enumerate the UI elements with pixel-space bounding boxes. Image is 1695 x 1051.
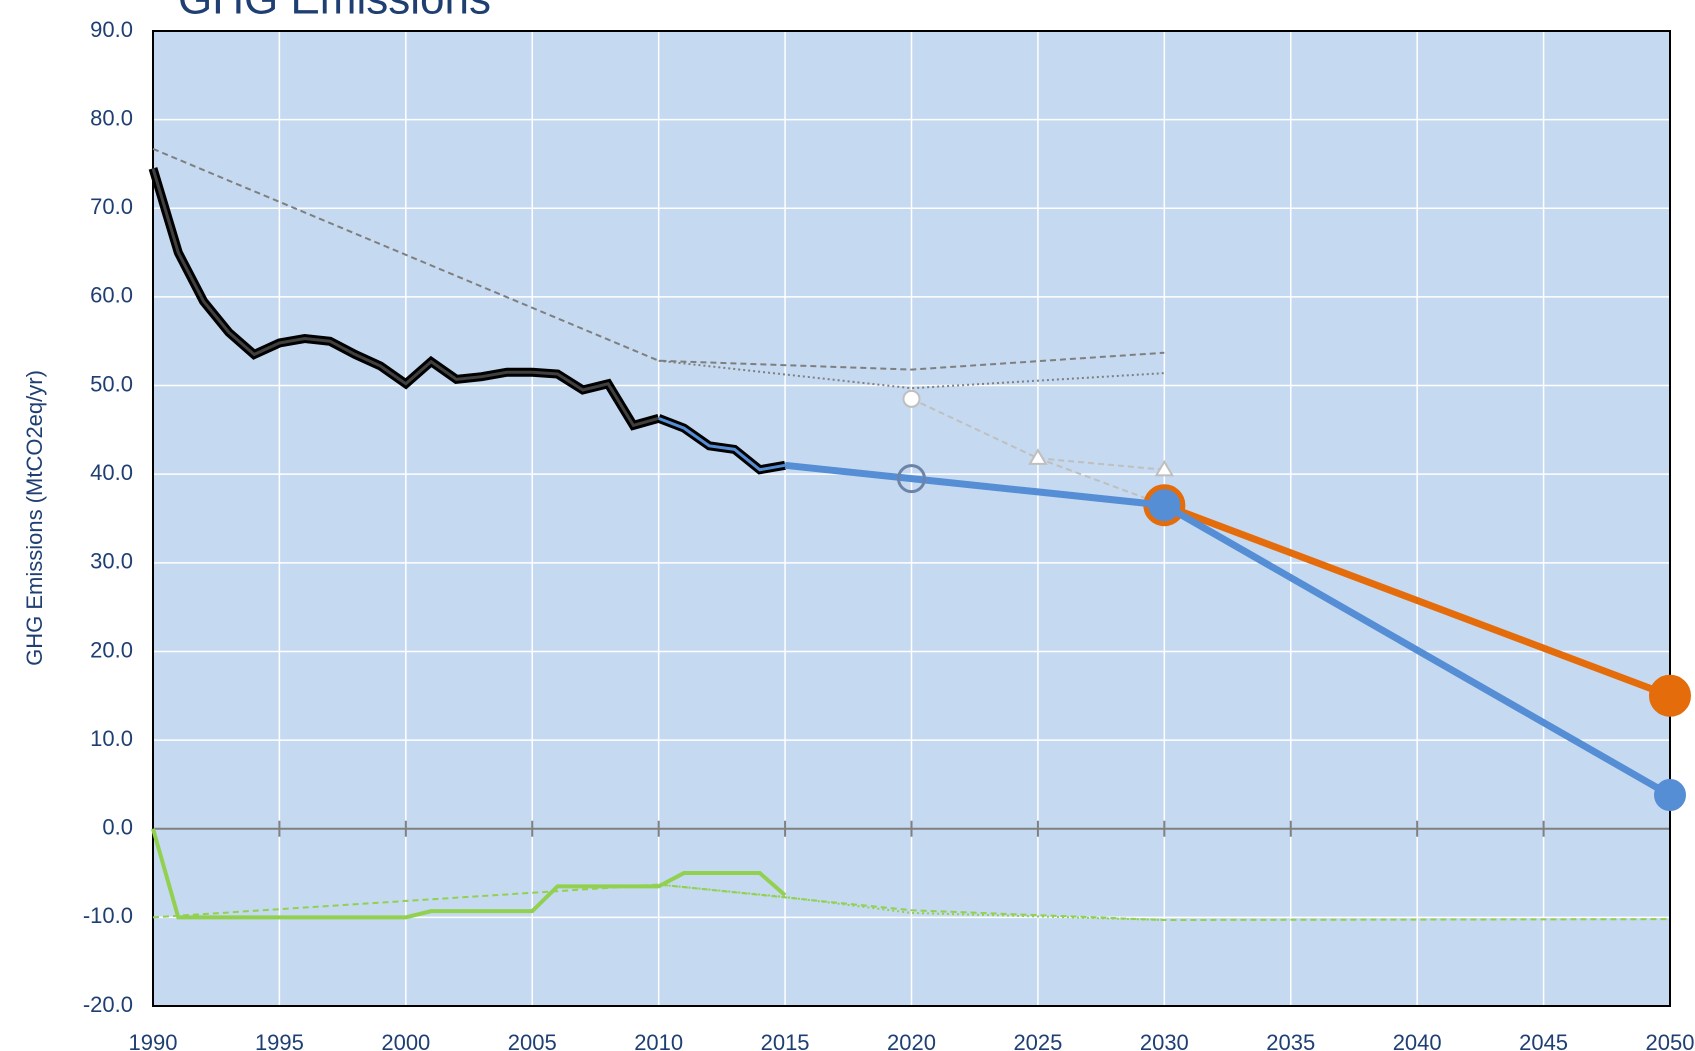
y-tick-label: 20.0 <box>90 637 133 662</box>
line <box>1163 501 1672 700</box>
line <box>152 883 1671 922</box>
y-tick-label: 60.0 <box>90 283 133 308</box>
y-tick-label: 30.0 <box>90 549 133 574</box>
x-tick-label: 2005 <box>508 1030 557 1051</box>
line <box>911 397 1165 471</box>
line <box>784 461 1672 799</box>
marker <box>1148 489 1181 522</box>
y-tick-label: -20.0 <box>83 992 133 1017</box>
x-tick-label: 2040 <box>1393 1030 1442 1051</box>
marker <box>897 464 926 494</box>
x-tick-label: 2000 <box>381 1030 430 1051</box>
y-tick-label: -10.0 <box>83 903 133 928</box>
x-tick-label: 2030 <box>1140 1030 1189 1051</box>
y-tick-label: 50.0 <box>90 371 133 396</box>
line <box>658 883 1165 922</box>
plot-border <box>152 30 1671 1007</box>
x-tick-label: 2015 <box>761 1030 810 1051</box>
y-tick-label: 90.0 <box>90 17 133 42</box>
marker <box>1154 459 1175 477</box>
marker <box>1654 779 1686 812</box>
marker <box>1649 674 1691 717</box>
marker <box>1028 448 1048 465</box>
y-tick-label: 0.0 <box>102 815 133 840</box>
line <box>152 147 1165 371</box>
x-tick-label: 2045 <box>1519 1030 1568 1051</box>
x-tick-label: 2010 <box>634 1030 683 1051</box>
x-tick-label: 1995 <box>255 1030 304 1051</box>
line <box>151 828 787 920</box>
y-tick-label: 10.0 <box>90 726 133 751</box>
y-axis-label: GHG Emissions (MtCO2eq/yr) <box>22 370 47 666</box>
x-tick-label: 2035 <box>1266 1030 1315 1051</box>
line <box>1037 457 1165 507</box>
line <box>151 167 660 428</box>
x-tick-label: 2050 <box>1646 1030 1695 1051</box>
marker <box>902 389 921 408</box>
y-tick-label: 80.0 <box>90 105 133 130</box>
y-tick-label: 40.0 <box>90 460 133 485</box>
x-tick-label: 2025 <box>1013 1030 1062 1051</box>
y-tick-label: 70.0 <box>90 194 133 219</box>
x-tick-label: 1990 <box>129 1030 178 1051</box>
chart-title: GHG Emissions <box>178 0 491 24</box>
x-tick-label: 2020 <box>887 1030 936 1051</box>
line <box>658 416 786 472</box>
